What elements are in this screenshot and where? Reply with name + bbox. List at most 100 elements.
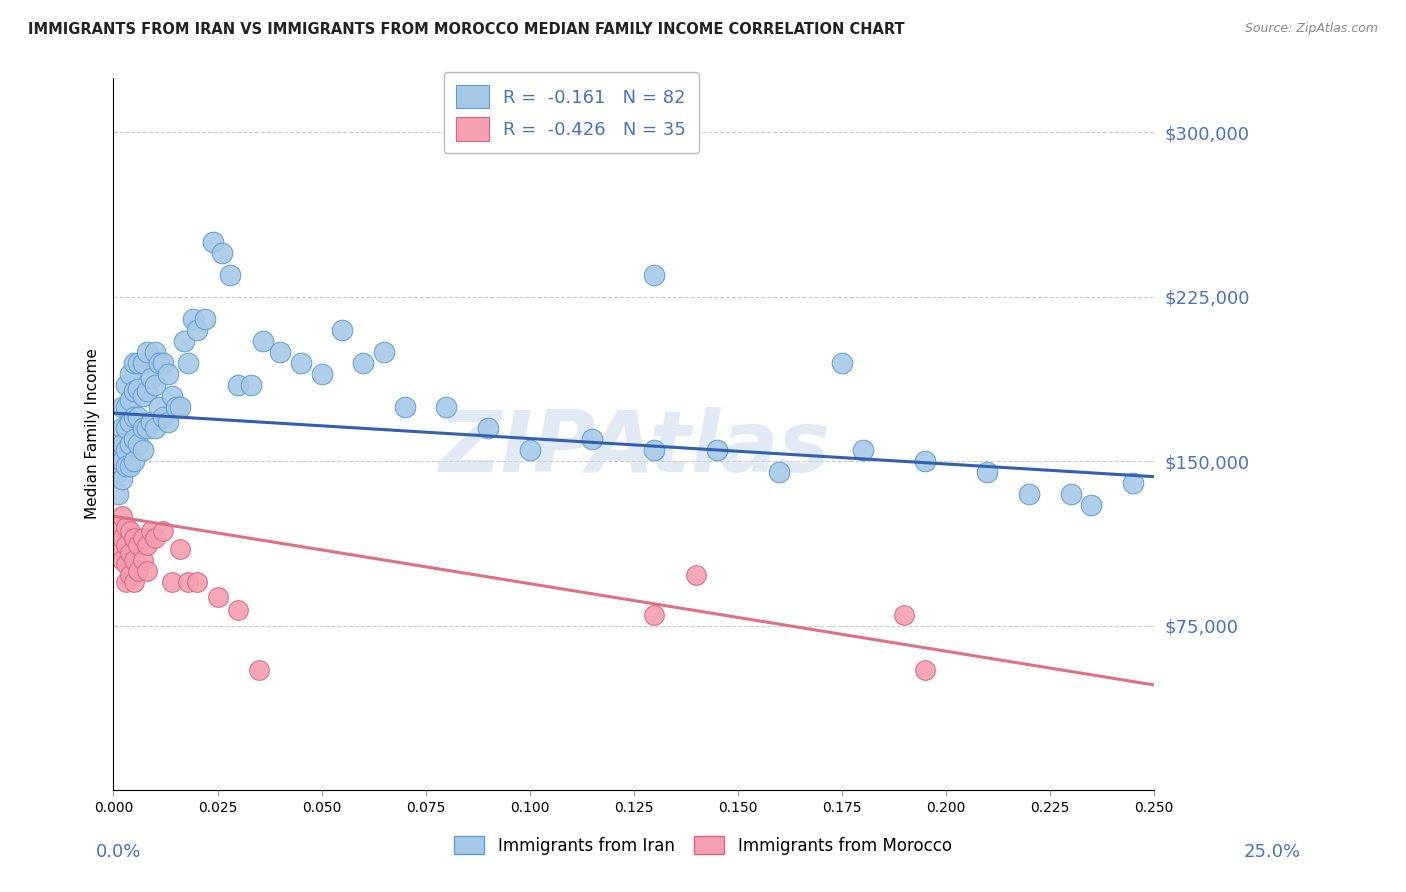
Point	[120, 415, 142, 429]
Point	[643, 607, 665, 622]
Point	[152, 524, 174, 539]
Point	[107, 520, 129, 534]
Point	[581, 433, 603, 447]
Text: Source: ZipAtlas.com: Source: ZipAtlas.com	[1244, 22, 1378, 36]
Point	[169, 541, 191, 556]
Point	[115, 558, 138, 572]
Point	[135, 384, 157, 399]
Y-axis label: Median Family Income: Median Family Income	[86, 349, 100, 519]
Point	[914, 663, 936, 677]
Point	[120, 437, 142, 451]
Point	[131, 553, 153, 567]
Point	[914, 454, 936, 468]
Point	[115, 400, 138, 414]
Point	[156, 415, 179, 429]
Point	[131, 421, 153, 435]
Point	[115, 377, 138, 392]
Point	[135, 564, 157, 578]
Point	[228, 377, 250, 392]
Point	[111, 553, 134, 567]
Point	[177, 356, 200, 370]
Point	[131, 443, 153, 458]
Point	[111, 509, 134, 524]
Legend: Immigrants from Iran, Immigrants from Morocco: Immigrants from Iran, Immigrants from Mo…	[447, 830, 959, 862]
Point	[706, 443, 728, 458]
Point	[831, 356, 853, 370]
Point	[160, 388, 183, 402]
Point	[156, 367, 179, 381]
Point	[120, 546, 142, 560]
Point	[173, 334, 195, 348]
Point	[111, 454, 134, 468]
Point	[239, 377, 262, 392]
Point	[120, 568, 142, 582]
Point	[107, 541, 129, 556]
Point	[111, 472, 134, 486]
Point	[186, 574, 208, 589]
Point	[124, 356, 146, 370]
Point	[139, 524, 162, 539]
Point	[851, 443, 873, 458]
Point	[127, 437, 149, 451]
Point	[228, 603, 250, 617]
Point	[976, 465, 998, 479]
Point	[111, 531, 134, 545]
Point	[124, 454, 146, 468]
Point	[165, 400, 187, 414]
Point	[127, 356, 149, 370]
Point	[127, 410, 149, 425]
Point	[107, 443, 129, 458]
Point	[1059, 487, 1081, 501]
Point	[290, 356, 312, 370]
Point	[135, 344, 157, 359]
Point	[115, 520, 138, 534]
Point	[685, 568, 707, 582]
Point	[352, 356, 374, 370]
Legend: R =  -0.161   N = 82, R =  -0.426   N = 35: R = -0.161 N = 82, R = -0.426 N = 35	[444, 72, 699, 153]
Text: 0.0%: 0.0%	[96, 843, 141, 861]
Point	[247, 663, 270, 677]
Point	[181, 311, 204, 326]
Point	[115, 443, 138, 458]
Point	[143, 377, 166, 392]
Point	[115, 574, 138, 589]
Point	[143, 531, 166, 545]
Point	[152, 356, 174, 370]
Point	[373, 344, 395, 359]
Point	[202, 235, 225, 249]
Point	[135, 538, 157, 552]
Point	[207, 591, 229, 605]
Point	[124, 531, 146, 545]
Point	[124, 553, 146, 567]
Point	[107, 465, 129, 479]
Point	[131, 388, 153, 402]
Point	[107, 487, 129, 501]
Point	[124, 433, 146, 447]
Point	[139, 371, 162, 385]
Point	[120, 392, 142, 407]
Point	[139, 415, 162, 429]
Point	[148, 400, 170, 414]
Point	[148, 356, 170, 370]
Point	[768, 465, 790, 479]
Point	[127, 538, 149, 552]
Point	[643, 443, 665, 458]
Text: ZIPAtlas: ZIPAtlas	[437, 407, 830, 490]
Point	[219, 268, 242, 282]
Point	[111, 437, 134, 451]
Point	[152, 410, 174, 425]
Point	[330, 323, 353, 337]
Point	[1018, 487, 1040, 501]
Point	[135, 421, 157, 435]
Point	[143, 421, 166, 435]
Point	[127, 564, 149, 578]
Point	[111, 400, 134, 414]
Point	[120, 367, 142, 381]
Point	[194, 311, 217, 326]
Point	[1080, 498, 1102, 512]
Point	[115, 458, 138, 473]
Point	[893, 607, 915, 622]
Point	[252, 334, 274, 348]
Point	[115, 421, 138, 435]
Text: 25.0%: 25.0%	[1243, 843, 1301, 861]
